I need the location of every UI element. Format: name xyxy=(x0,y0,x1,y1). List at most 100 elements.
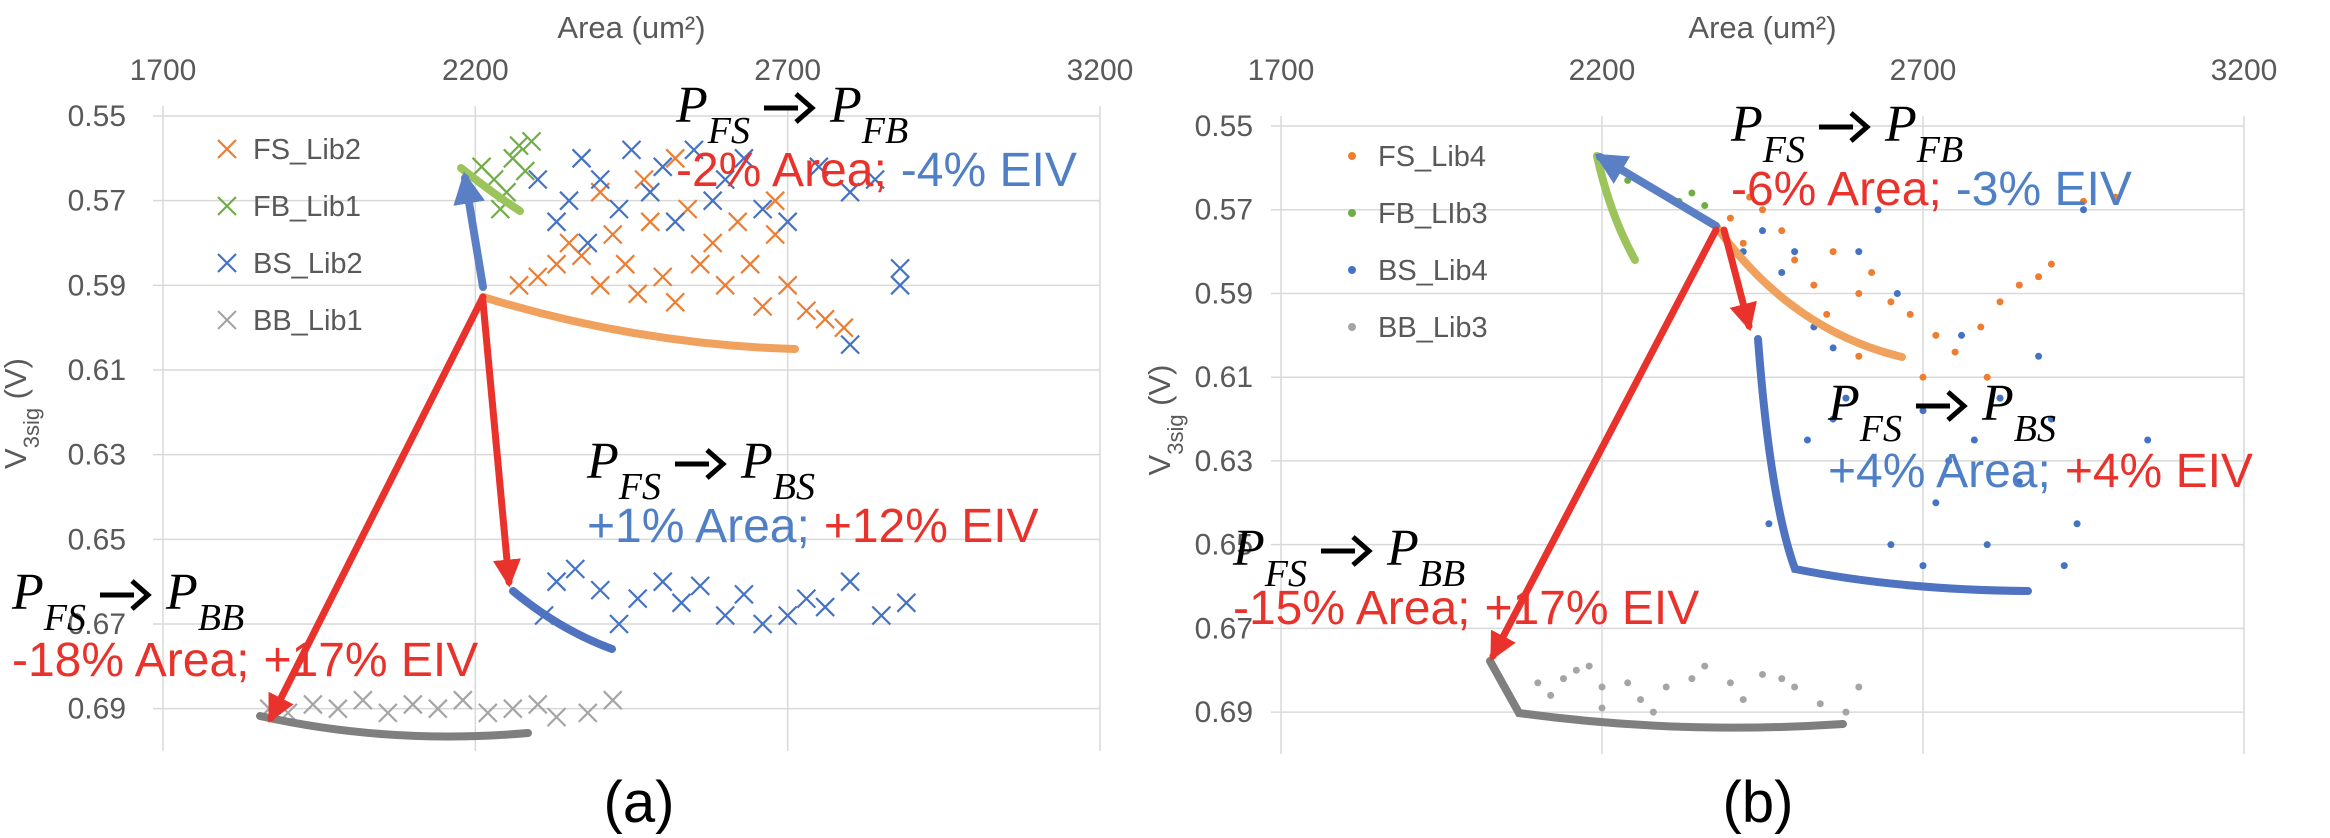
point xyxy=(1906,310,1914,318)
y-axis-title: V3sig (V) xyxy=(1142,365,1188,476)
point xyxy=(1559,675,1567,683)
panel-label: (a) xyxy=(604,770,675,835)
point xyxy=(1970,436,1978,444)
point xyxy=(1996,298,2004,306)
point xyxy=(503,698,523,719)
point xyxy=(752,614,773,634)
y-tick-label: 0.61 xyxy=(1195,361,1253,394)
point xyxy=(2060,562,2068,570)
point xyxy=(865,169,885,190)
point xyxy=(453,690,473,710)
point xyxy=(890,258,910,279)
legend-marker xyxy=(1348,266,1356,274)
trend-curve xyxy=(1754,335,2032,595)
y-axis-title: V3sig (V) xyxy=(0,358,44,469)
point xyxy=(521,131,542,152)
point xyxy=(2073,520,2081,528)
point xyxy=(577,233,598,253)
annotation-effect: -2% Area; -4% EIV xyxy=(676,144,1077,197)
point xyxy=(665,212,686,232)
point xyxy=(571,245,592,266)
legend-marker xyxy=(1348,323,1356,331)
legend-label: FB_Lib1 xyxy=(253,191,361,223)
point xyxy=(1958,331,1966,339)
point xyxy=(621,140,642,160)
point xyxy=(1547,691,1555,699)
point xyxy=(1829,415,1837,423)
annotation-from: PFS xyxy=(586,433,661,508)
annotation-to: PBB xyxy=(165,564,244,639)
point xyxy=(2015,281,2023,289)
point xyxy=(734,148,754,169)
point xyxy=(2047,415,2055,423)
x-tick-label: 2700 xyxy=(1890,54,1957,87)
annotation-subscript: FS xyxy=(1264,553,1307,595)
annotation-subscript: FS xyxy=(707,110,750,152)
point xyxy=(1823,310,1831,318)
point xyxy=(1983,541,1991,549)
legend-label: BB_Lib3 xyxy=(1378,312,1488,344)
point xyxy=(590,580,611,600)
point xyxy=(1765,520,1773,528)
trend-arrow xyxy=(267,293,487,724)
point xyxy=(602,224,623,245)
annotation-area: +1% Area; xyxy=(587,500,810,553)
legend-label: BS_Lib2 xyxy=(253,248,363,280)
trend-curve xyxy=(1712,222,1906,361)
point xyxy=(1919,373,1927,381)
point xyxy=(627,588,648,609)
point xyxy=(1534,679,1542,687)
y-tick-label: 0.67 xyxy=(1195,612,1253,645)
point xyxy=(896,593,917,613)
point xyxy=(740,254,760,274)
point xyxy=(2035,352,2043,360)
point xyxy=(1983,373,1991,381)
point xyxy=(1759,206,1766,214)
annotation-subscript: BB xyxy=(198,597,244,639)
point xyxy=(559,190,579,211)
point xyxy=(602,690,623,710)
y-tick-label: 0.55 xyxy=(68,100,126,133)
point xyxy=(752,199,773,219)
point xyxy=(1649,708,1657,716)
point xyxy=(796,300,817,321)
y-axis-title-part: (V) xyxy=(0,358,33,408)
x-tick-label: 2700 xyxy=(754,54,821,87)
point xyxy=(1759,227,1766,235)
legend-label: BS_Lib4 xyxy=(1378,255,1488,287)
legend-marker xyxy=(1348,152,1356,160)
point xyxy=(478,703,498,723)
point xyxy=(1951,348,1959,356)
point xyxy=(1624,679,1632,687)
point xyxy=(1662,683,1670,691)
y-tick-label: 0.69 xyxy=(1195,696,1253,729)
point xyxy=(2047,260,2055,268)
grid-layer xyxy=(153,106,2245,754)
annotation-arrow xyxy=(1915,390,1968,422)
annotation-effect: -15% Area; +17% EIV xyxy=(1233,582,1699,635)
point xyxy=(834,317,854,338)
point xyxy=(1701,202,1709,210)
point xyxy=(640,182,661,202)
point xyxy=(1778,227,1786,235)
point xyxy=(1726,679,1734,687)
point xyxy=(615,254,636,274)
annotation-from: PFS xyxy=(1232,520,1307,595)
point xyxy=(840,571,860,592)
point xyxy=(378,703,398,723)
point xyxy=(652,267,673,287)
point xyxy=(840,182,860,202)
point xyxy=(1932,499,1940,507)
annotation-subscript: BS xyxy=(2014,408,2056,450)
point xyxy=(1726,214,1734,222)
annotation-subscript: FS xyxy=(618,466,661,508)
point xyxy=(1688,189,1696,197)
legend-marker xyxy=(1348,209,1356,217)
x-tick-label: 2200 xyxy=(1569,54,1636,87)
point xyxy=(671,593,692,613)
annotation-symbol: P xyxy=(1730,96,1763,153)
legend-marker xyxy=(217,310,237,330)
point xyxy=(1791,248,1799,256)
point xyxy=(546,571,567,592)
point xyxy=(777,605,798,626)
